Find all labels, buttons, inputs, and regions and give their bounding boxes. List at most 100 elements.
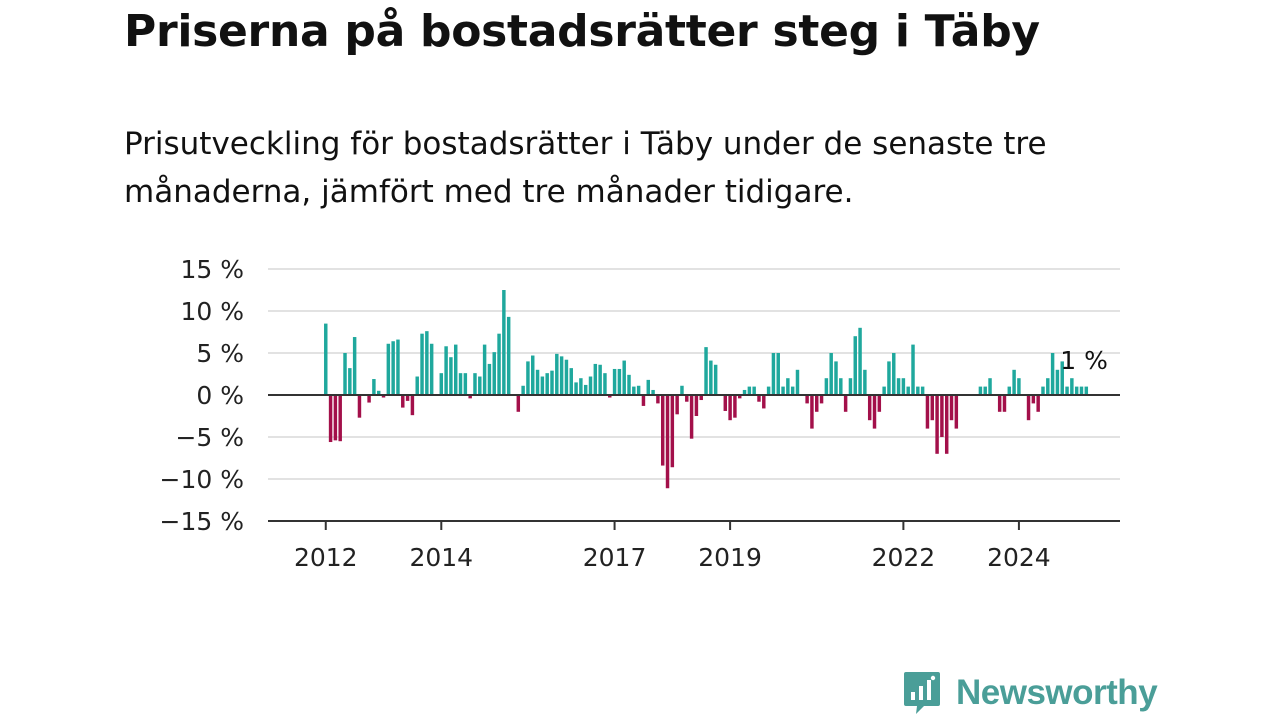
bar (574, 382, 578, 395)
bar (930, 395, 935, 421)
bar (1065, 386, 1069, 395)
bar (598, 364, 602, 395)
bar (752, 386, 756, 395)
bar (709, 360, 713, 395)
bar (920, 386, 925, 395)
bar (940, 395, 944, 437)
bar (381, 395, 386, 398)
x-tick-label: 2017 (583, 543, 647, 572)
bar (348, 368, 352, 395)
annotations: 1 % (1060, 346, 1108, 375)
bar (675, 395, 679, 415)
last-value-label: 1 % (1060, 346, 1108, 375)
bar (1046, 378, 1050, 395)
bar (468, 395, 472, 399)
bar (834, 361, 838, 395)
bar (535, 369, 540, 395)
bar (685, 395, 689, 402)
axes (268, 394, 1120, 522)
bar (839, 378, 843, 395)
bar (333, 395, 338, 441)
chart-title: Priserna på bostadsrätter steg i Täby (124, 6, 1040, 57)
bar (670, 395, 675, 468)
y-axis-tick-labels: 15 % 10 % 5 % 0 % −5 % −10 % −15 % (160, 255, 244, 536)
bar (429, 343, 434, 395)
bar (410, 395, 415, 416)
bar (766, 386, 771, 395)
bar (502, 290, 506, 395)
bar (906, 386, 910, 395)
bar (531, 355, 535, 395)
bar (713, 364, 718, 395)
bar (944, 395, 949, 454)
bar (401, 395, 405, 408)
bar (978, 386, 983, 395)
bar (786, 378, 790, 395)
bar (737, 395, 742, 399)
bar (892, 353, 896, 395)
bar (391, 341, 395, 395)
bar (478, 376, 482, 395)
bar (627, 374, 631, 395)
bar (1036, 395, 1040, 412)
bar (795, 369, 800, 395)
bar (1055, 369, 1060, 395)
bar (603, 373, 607, 395)
newsworthy-logo: Newsworthy (902, 670, 1158, 716)
bar (453, 344, 458, 395)
bar (579, 378, 583, 395)
bar (887, 361, 891, 395)
bar (916, 386, 920, 395)
bar (858, 327, 862, 395)
bar (612, 368, 617, 395)
bar (521, 385, 525, 395)
bar (665, 395, 670, 489)
bar (583, 384, 588, 395)
bar (699, 395, 703, 401)
bar (872, 395, 877, 429)
y-tick-label: 15 % (180, 255, 244, 284)
bar (352, 337, 357, 395)
bar (632, 386, 636, 395)
bar (747, 386, 752, 395)
bar (497, 333, 501, 395)
bar (925, 395, 930, 429)
bar (324, 323, 328, 395)
bar (357, 395, 362, 418)
bar (415, 376, 419, 395)
bar (824, 378, 829, 395)
bar (439, 373, 444, 395)
bar (1074, 386, 1079, 395)
bar (848, 378, 853, 395)
newsworthy-logo-icon (904, 672, 940, 714)
bar (559, 356, 564, 395)
bar (545, 373, 549, 395)
bar (689, 395, 694, 439)
bar (733, 395, 737, 418)
bar (1041, 386, 1045, 395)
bar (829, 353, 833, 395)
y-tick-label: 10 % (180, 297, 244, 326)
bar (651, 389, 655, 395)
bar (1031, 395, 1036, 404)
bar (1060, 361, 1064, 395)
bar (593, 363, 598, 395)
bar (988, 378, 992, 395)
bar (473, 373, 477, 395)
bar (790, 386, 795, 395)
bar (617, 368, 622, 395)
bar (728, 395, 732, 421)
bar (757, 395, 761, 402)
bar (376, 390, 381, 395)
bar (1079, 386, 1084, 395)
bar (680, 385, 684, 395)
bar (819, 395, 824, 404)
bar (656, 395, 660, 404)
bar (877, 395, 882, 412)
bar (704, 347, 708, 395)
bar (1050, 353, 1055, 395)
bar (949, 395, 954, 421)
bar (805, 395, 809, 404)
bar (526, 361, 530, 395)
